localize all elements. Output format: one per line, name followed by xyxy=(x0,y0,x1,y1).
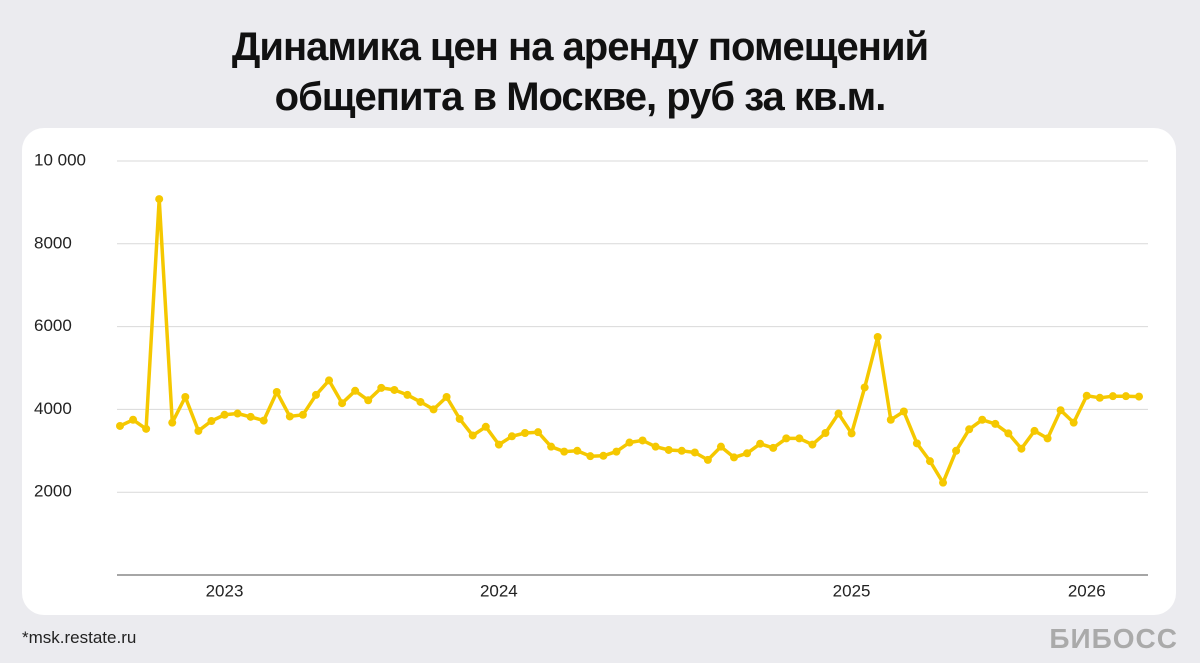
data-point xyxy=(664,445,673,454)
data-point xyxy=(808,440,817,449)
data-point xyxy=(965,425,974,434)
data-point xyxy=(952,446,961,455)
data-point xyxy=(194,426,203,435)
data-point xyxy=(207,416,216,425)
data-point xyxy=(494,440,503,449)
y-tick-label: 6000 xyxy=(34,316,72,335)
data-point xyxy=(442,392,451,401)
data-point xyxy=(769,443,778,452)
data-point xyxy=(116,421,124,430)
data-point xyxy=(1082,391,1091,400)
data-point xyxy=(939,478,948,487)
x-tick-label: 2025 xyxy=(833,581,871,600)
data-point xyxy=(298,410,307,419)
data-point xyxy=(886,415,895,424)
data-point xyxy=(1004,429,1013,438)
data-point xyxy=(782,434,791,443)
data-point xyxy=(1121,392,1130,401)
y-tick-label: 10 000 xyxy=(34,150,86,169)
data-point xyxy=(560,447,569,456)
data-point xyxy=(703,455,712,464)
data-point xyxy=(1108,392,1117,401)
data-point xyxy=(547,442,556,451)
data-point xyxy=(351,386,360,395)
data-point xyxy=(1030,426,1039,435)
data-point xyxy=(272,388,281,397)
data-point xyxy=(325,376,334,385)
data-point xyxy=(377,383,386,392)
data-point xyxy=(860,383,869,392)
data-point xyxy=(507,432,516,441)
data-point xyxy=(925,457,934,466)
data-point xyxy=(638,436,647,445)
data-point xyxy=(899,407,908,416)
data-point xyxy=(991,419,1000,428)
data-point xyxy=(743,449,752,458)
chart-panel xyxy=(22,128,1176,615)
data-point xyxy=(468,431,477,440)
data-point xyxy=(220,410,229,419)
data-point xyxy=(129,415,138,424)
data-point xyxy=(847,429,856,438)
data-point xyxy=(978,415,987,424)
data-point xyxy=(233,409,242,418)
data-point xyxy=(1069,418,1078,427)
x-tick-label: 2026 xyxy=(1068,581,1106,600)
data-point xyxy=(586,452,595,461)
data-point xyxy=(677,446,686,455)
data-point xyxy=(429,405,438,414)
data-point xyxy=(390,385,399,394)
data-point xyxy=(520,428,529,437)
data-point xyxy=(573,446,582,455)
data-point xyxy=(730,453,739,462)
data-point xyxy=(651,442,660,451)
data-point xyxy=(142,424,151,433)
data-point xyxy=(403,390,412,399)
data-point xyxy=(599,451,608,460)
y-tick-label: 4000 xyxy=(34,399,72,418)
data-point xyxy=(612,447,621,456)
data-point xyxy=(1095,393,1104,402)
y-tick-label: 8000 xyxy=(34,233,72,252)
data-point xyxy=(716,442,725,451)
data-point xyxy=(285,412,294,421)
data-point xyxy=(1056,406,1065,415)
data-point xyxy=(1043,434,1052,443)
data-point xyxy=(181,392,190,401)
source-note: *msk.restate.ru xyxy=(22,628,137,647)
data-point xyxy=(1017,444,1026,453)
data-point xyxy=(795,434,804,443)
x-tick-label: 2024 xyxy=(480,581,518,600)
chart-title: Динамика цен на аренду помещений общепит… xyxy=(231,25,929,119)
data-point xyxy=(338,399,347,408)
logo: БИБОСС xyxy=(1049,623,1178,654)
data-point xyxy=(821,428,830,437)
data-point xyxy=(455,414,464,423)
data-point xyxy=(259,416,268,425)
data-point xyxy=(912,439,921,448)
data-point xyxy=(416,397,425,406)
data-point xyxy=(481,422,490,431)
x-tick-label: 2023 xyxy=(206,581,244,600)
data-point xyxy=(756,439,765,448)
data-point xyxy=(534,428,543,437)
data-point xyxy=(246,412,255,421)
data-point xyxy=(834,409,843,418)
data-point xyxy=(168,418,177,427)
y-tick-label: 2000 xyxy=(34,482,72,501)
data-point xyxy=(625,438,634,447)
data-point xyxy=(311,390,320,399)
data-point xyxy=(364,396,373,405)
data-point xyxy=(155,195,164,204)
data-point xyxy=(690,448,699,457)
data-point xyxy=(873,332,882,341)
data-point xyxy=(1135,392,1143,401)
